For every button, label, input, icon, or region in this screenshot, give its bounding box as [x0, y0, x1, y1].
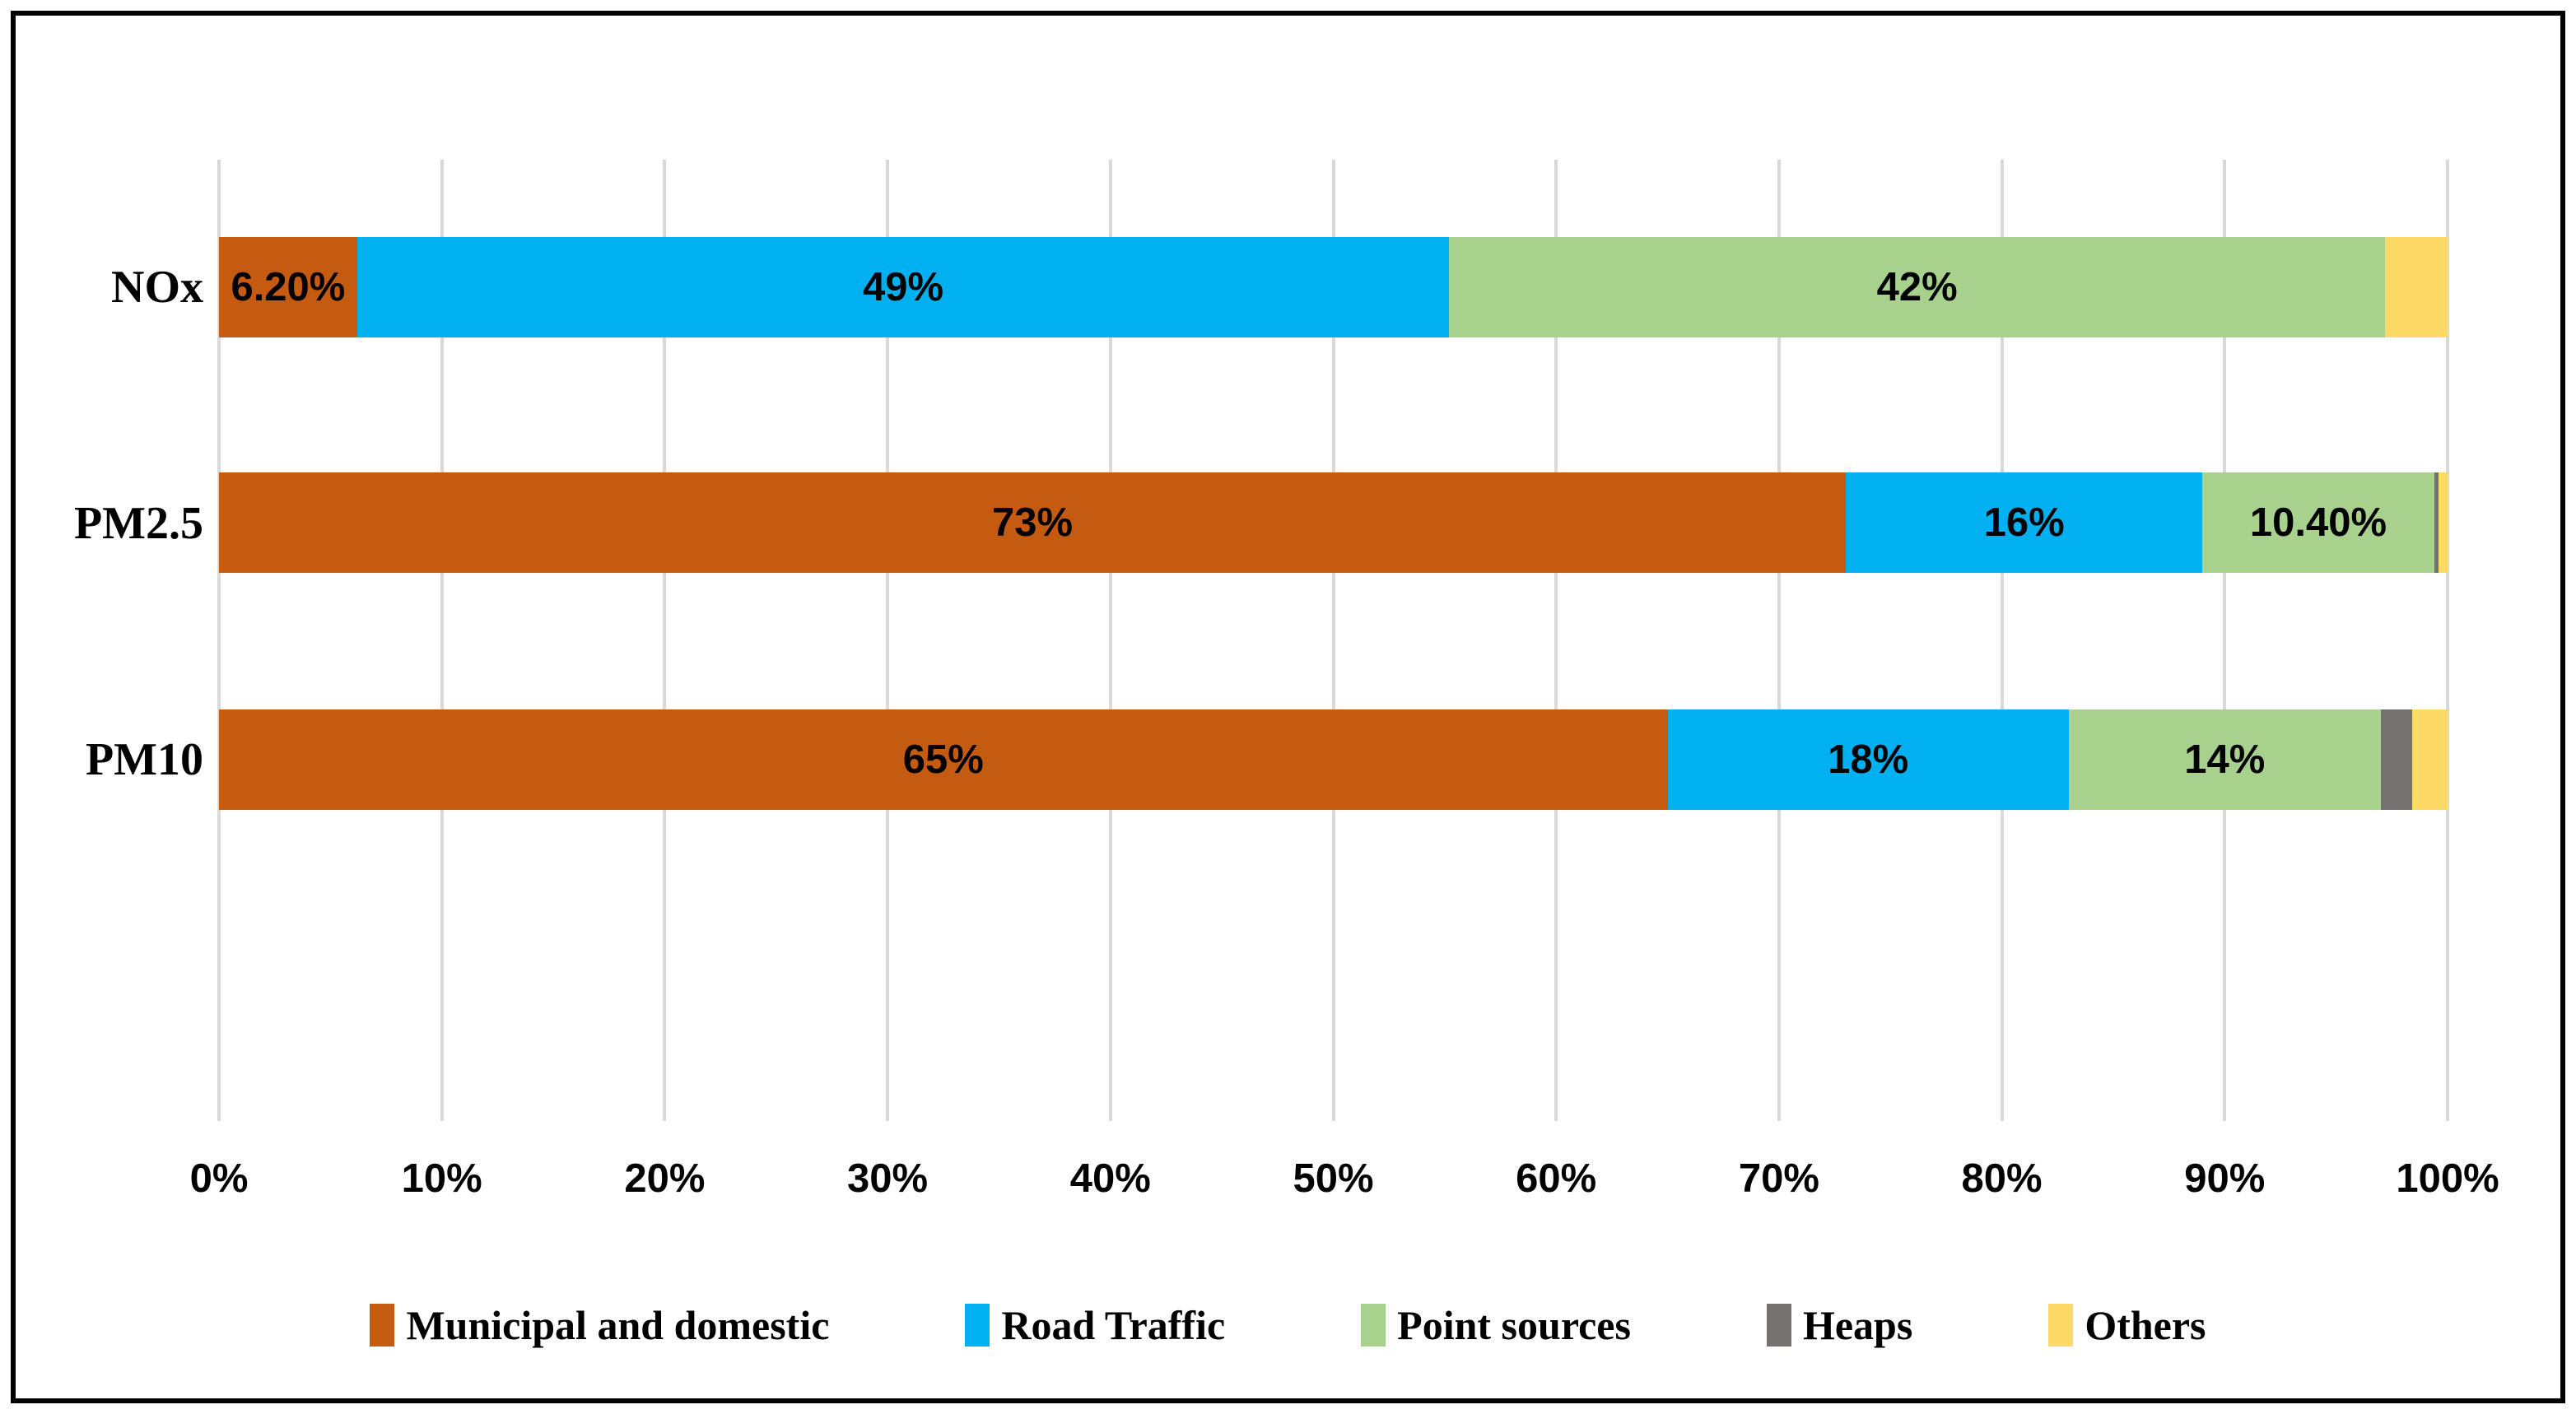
legend-swatch-icon	[1766, 1304, 1791, 1347]
gridline-90%	[2223, 160, 2227, 1121]
legend-item-municipal-and-domestic: Municipal and domestic	[370, 1304, 829, 1347]
bar-pm25: 73% 16% 10.40%	[219, 472, 2448, 573]
category-label-pm25: PM2.5	[73, 498, 203, 549]
x-tick-label: 50%	[1293, 1156, 1374, 1201]
chart-frame: 6.20% 49% 42% 73% 16% 10.40% 65% 18% 14% NOx PM2.…	[11, 11, 2565, 1403]
legend-label: Point sources	[1397, 1302, 1631, 1348]
legend-swatch-icon	[965, 1304, 990, 1347]
legend: Municipal and domestic Road Traffic Point …	[16, 1304, 2560, 1347]
bar-nox: 6.20% 49% 42%	[219, 237, 2448, 337]
data-label: 65%	[902, 737, 984, 782]
gridline-50%	[1331, 160, 1335, 1121]
gridline-30%	[886, 160, 890, 1121]
segment-others	[2411, 709, 2448, 810]
gridline-80%	[2000, 160, 2004, 1121]
legend-item-heaps: Heaps	[1766, 1302, 1913, 1348]
x-tick-label: 80%	[1961, 1156, 2043, 1201]
legend-swatch-icon	[2048, 1304, 2074, 1347]
x-tick-label: 60%	[1516, 1156, 1597, 1201]
legend-label: Heaps	[1802, 1302, 1913, 1348]
gridline-0%	[217, 160, 221, 1121]
gridline-20%	[663, 160, 667, 1121]
legend-item-point-sources: Point sources	[1361, 1304, 1631, 1347]
data-label: 49%	[863, 264, 944, 309]
x-tick-label: 10%	[401, 1156, 482, 1201]
data-label: 18%	[1828, 737, 1909, 782]
gridline-40%	[1108, 160, 1112, 1121]
segment-others	[2439, 472, 2448, 573]
data-label: 16%	[1983, 500, 2065, 545]
x-tick-label: 20%	[624, 1156, 706, 1201]
segment-municipal-and-domestic: 6.20%	[219, 237, 357, 337]
gridline-60%	[1554, 160, 1558, 1121]
gridline-10%	[440, 160, 444, 1121]
segment-road-traffic: 18%	[1667, 709, 2069, 810]
segment-road-traffic: 16%	[1846, 472, 2203, 573]
legend-item-road-traffic: Road Traffic	[965, 1304, 1225, 1347]
segment-heaps	[2434, 472, 2439, 573]
legend-label: Road Traffic	[1001, 1302, 1226, 1348]
bar-pm10: 65% 18% 14%	[219, 709, 2448, 810]
segment-municipal-and-domestic: 65%	[219, 709, 1668, 810]
data-label: 10.40%	[2249, 500, 2387, 545]
segment-municipal-and-domestic: 73%	[219, 472, 1847, 573]
legend-swatch-icon	[370, 1304, 395, 1347]
x-tick-label: 0%	[189, 1156, 249, 1201]
x-axis: 0% 10% 20% 30% 40% 50% 60% 70% 80% 90% 100%	[190, 1153, 2499, 1204]
segment-others	[2385, 237, 2448, 337]
x-tick-label: 70%	[1738, 1156, 1819, 1201]
legend-label: Municipal and domestic	[406, 1302, 830, 1348]
gridline-70%	[1777, 160, 1781, 1121]
x-tick-label: 40%	[1069, 1156, 1151, 1201]
category-label-pm10: PM10	[85, 734, 203, 785]
gridline-100%	[2446, 160, 2449, 1121]
data-label: 14%	[2184, 737, 2266, 782]
legend-item-others: Others	[2048, 1304, 2206, 1347]
segment-point-sources: 14%	[2068, 709, 2381, 810]
segment-road-traffic: 49%	[356, 237, 1450, 337]
x-tick-label: 30%	[847, 1156, 929, 1201]
category-label-nox: NOx	[111, 262, 203, 313]
segment-point-sources: 42%	[1449, 237, 2386, 337]
x-tick-label: 100%	[2396, 1156, 2499, 1201]
legend-label: Others	[2085, 1302, 2206, 1348]
segment-point-sources: 10.40%	[2202, 472, 2434, 573]
segment-heaps	[2380, 709, 2412, 810]
data-label: 73%	[992, 500, 1074, 545]
x-tick-label: 90%	[2184, 1156, 2266, 1201]
legend-swatch-icon	[1361, 1304, 1386, 1347]
data-label: 6.20%	[231, 264, 346, 309]
plot-area: 6.20% 49% 42% 73% 16% 10.40% 65% 18% 14%	[217, 160, 2449, 1121]
data-label: 42%	[1876, 264, 1958, 309]
